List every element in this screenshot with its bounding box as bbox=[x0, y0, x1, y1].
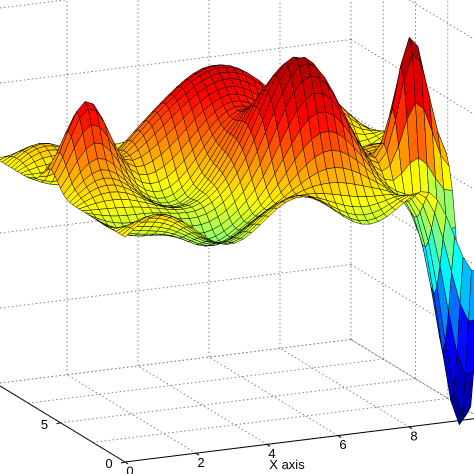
grid-line bbox=[350, 114, 474, 190]
grid-line bbox=[408, 0, 474, 40]
x-axis-label: X axis bbox=[269, 457, 305, 472]
surface-cell bbox=[468, 269, 474, 322]
y-tick-label: 5 bbox=[41, 417, 48, 432]
x-tick-label: 4 bbox=[268, 446, 275, 461]
x-tick-mark bbox=[124, 461, 129, 465]
grid-line bbox=[279, 347, 410, 428]
grid-line bbox=[350, 339, 474, 415]
tick-labels: 0 2 4 6 8 0 5 bbox=[41, 417, 418, 474]
grid-line bbox=[0, 0, 69, 9]
grid-line bbox=[66, 374, 197, 454]
grid-line bbox=[92, 397, 448, 443]
grid-line bbox=[28, 358, 384, 404]
y-tick-label: 0 bbox=[105, 456, 112, 471]
y-axis-line bbox=[0, 385, 126, 463]
x-tick-mark bbox=[337, 435, 342, 439]
grid-line bbox=[0, 339, 352, 384]
x-tick-label: 0 bbox=[126, 464, 133, 474]
grid-line bbox=[350, 39, 474, 115]
y-tick-mark bbox=[56, 422, 61, 425]
axes-layer bbox=[0, 385, 474, 465]
x-tick-mark bbox=[195, 452, 200, 456]
x-tick-mark bbox=[266, 443, 271, 447]
grid-line bbox=[208, 356, 339, 436]
grid-line bbox=[0, 264, 352, 309]
x-tick-label: 8 bbox=[410, 428, 417, 443]
x-tick-label: 6 bbox=[339, 437, 346, 452]
x-tick-mark bbox=[408, 426, 413, 430]
x-tick-label: 2 bbox=[197, 455, 204, 470]
x-axis-line bbox=[124, 418, 474, 463]
grid-line bbox=[350, 264, 474, 340]
grid-line bbox=[60, 378, 416, 424]
y-tick-mark bbox=[120, 461, 126, 464]
grid-line bbox=[137, 365, 268, 445]
surface-mesh bbox=[0, 37, 474, 426]
